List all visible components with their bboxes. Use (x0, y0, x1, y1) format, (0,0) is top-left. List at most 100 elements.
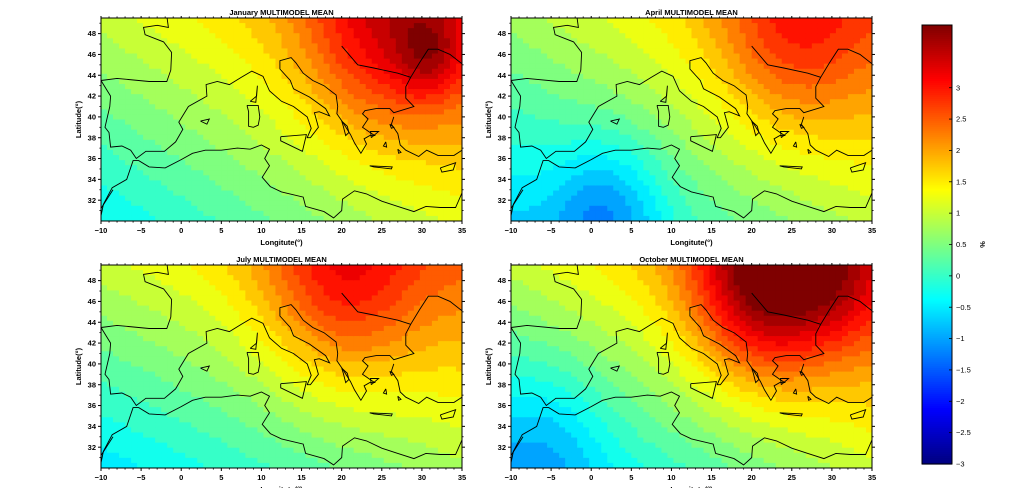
field-cell (389, 190, 397, 197)
field-cell (353, 68, 361, 75)
field-cell (371, 23, 379, 29)
field-cell (449, 89, 457, 95)
field-cell (245, 149, 253, 156)
field-cell (835, 53, 843, 60)
field-cell (691, 23, 699, 29)
field-cell (125, 33, 132, 39)
field-cell (853, 78, 861, 85)
field-cell (131, 149, 138, 156)
field-cell (209, 144, 216, 151)
field-cell (517, 160, 524, 166)
field-cell (233, 205, 240, 212)
field-cell (541, 129, 548, 136)
field-cell (763, 195, 771, 202)
field-cell (119, 175, 126, 181)
field-cell (859, 43, 867, 50)
field-cell (697, 139, 705, 146)
field-cell (359, 78, 367, 85)
field-cell (347, 114, 355, 121)
field-cell (643, 124, 650, 131)
field-cell (565, 109, 572, 116)
field-cell (811, 180, 819, 187)
field-cell (383, 114, 391, 121)
field-cell (829, 185, 837, 192)
field-cell (413, 155, 421, 161)
field-cell (335, 119, 343, 126)
field-cell (535, 119, 542, 126)
field-cell (341, 180, 349, 187)
field-cell (407, 94, 415, 100)
field-cell (251, 215, 259, 221)
field-cell (413, 165, 421, 171)
field-cell (179, 43, 186, 50)
field-cell (287, 195, 295, 202)
field-cell (661, 83, 669, 90)
field-cell (317, 78, 325, 85)
field-cell (281, 43, 289, 50)
field-cell (257, 215, 265, 221)
field-cell (775, 165, 783, 171)
field-cell (727, 23, 735, 29)
field-cell (149, 68, 156, 75)
field-cell (383, 200, 391, 207)
field-cell (335, 175, 343, 181)
field-cell (565, 53, 572, 60)
field-cell (341, 18, 349, 24)
field-cell (703, 215, 711, 221)
field-cell (799, 89, 807, 95)
field-cell (233, 195, 240, 202)
field-cell (209, 195, 216, 202)
field-cell (769, 215, 777, 221)
field-cell (233, 215, 240, 221)
field-cell (425, 63, 433, 70)
field-cell (811, 48, 819, 55)
field-cell (733, 63, 741, 70)
field-cell (407, 53, 415, 60)
field-cell (799, 215, 807, 221)
field-cell (823, 73, 831, 80)
field-cell (269, 155, 277, 161)
field-cell (383, 119, 391, 126)
field-cell (359, 99, 367, 105)
field-cell (571, 215, 578, 221)
field-cell (341, 139, 349, 146)
field-cell (799, 180, 807, 187)
field-cell (251, 149, 259, 156)
field-cell (203, 58, 210, 65)
field-cell (781, 73, 789, 80)
field-cell (275, 195, 283, 202)
field-cell (137, 94, 144, 100)
field-cell (137, 83, 144, 90)
field-cell (607, 73, 614, 80)
field-cell (859, 78, 867, 85)
field-cell (853, 33, 861, 39)
field-cell (167, 38, 174, 44)
field-cell (553, 104, 560, 110)
field-cell (419, 63, 427, 70)
field-cell (805, 73, 813, 80)
coastline (792, 141, 798, 148)
field-cell (149, 94, 156, 100)
field-cell (179, 205, 186, 212)
field-cell (841, 104, 849, 110)
field-cell (239, 58, 246, 65)
field-cell (547, 99, 554, 105)
field-cell (197, 28, 204, 34)
field-cell (431, 170, 439, 176)
field-cell (655, 139, 663, 146)
field-cell (733, 139, 741, 146)
field-cell (119, 190, 126, 197)
field-cell (323, 149, 331, 156)
field-cell (233, 170, 240, 176)
field-cell (601, 58, 608, 65)
field-cell (613, 58, 620, 65)
field-cell (811, 63, 819, 70)
field-cell (197, 73, 204, 80)
field-cell (865, 63, 872, 70)
field-cell (437, 119, 445, 126)
field-cell (547, 53, 554, 60)
field-cell (775, 33, 783, 39)
field-cell (353, 104, 361, 110)
field-cell (287, 104, 295, 110)
field-cell (371, 114, 379, 121)
